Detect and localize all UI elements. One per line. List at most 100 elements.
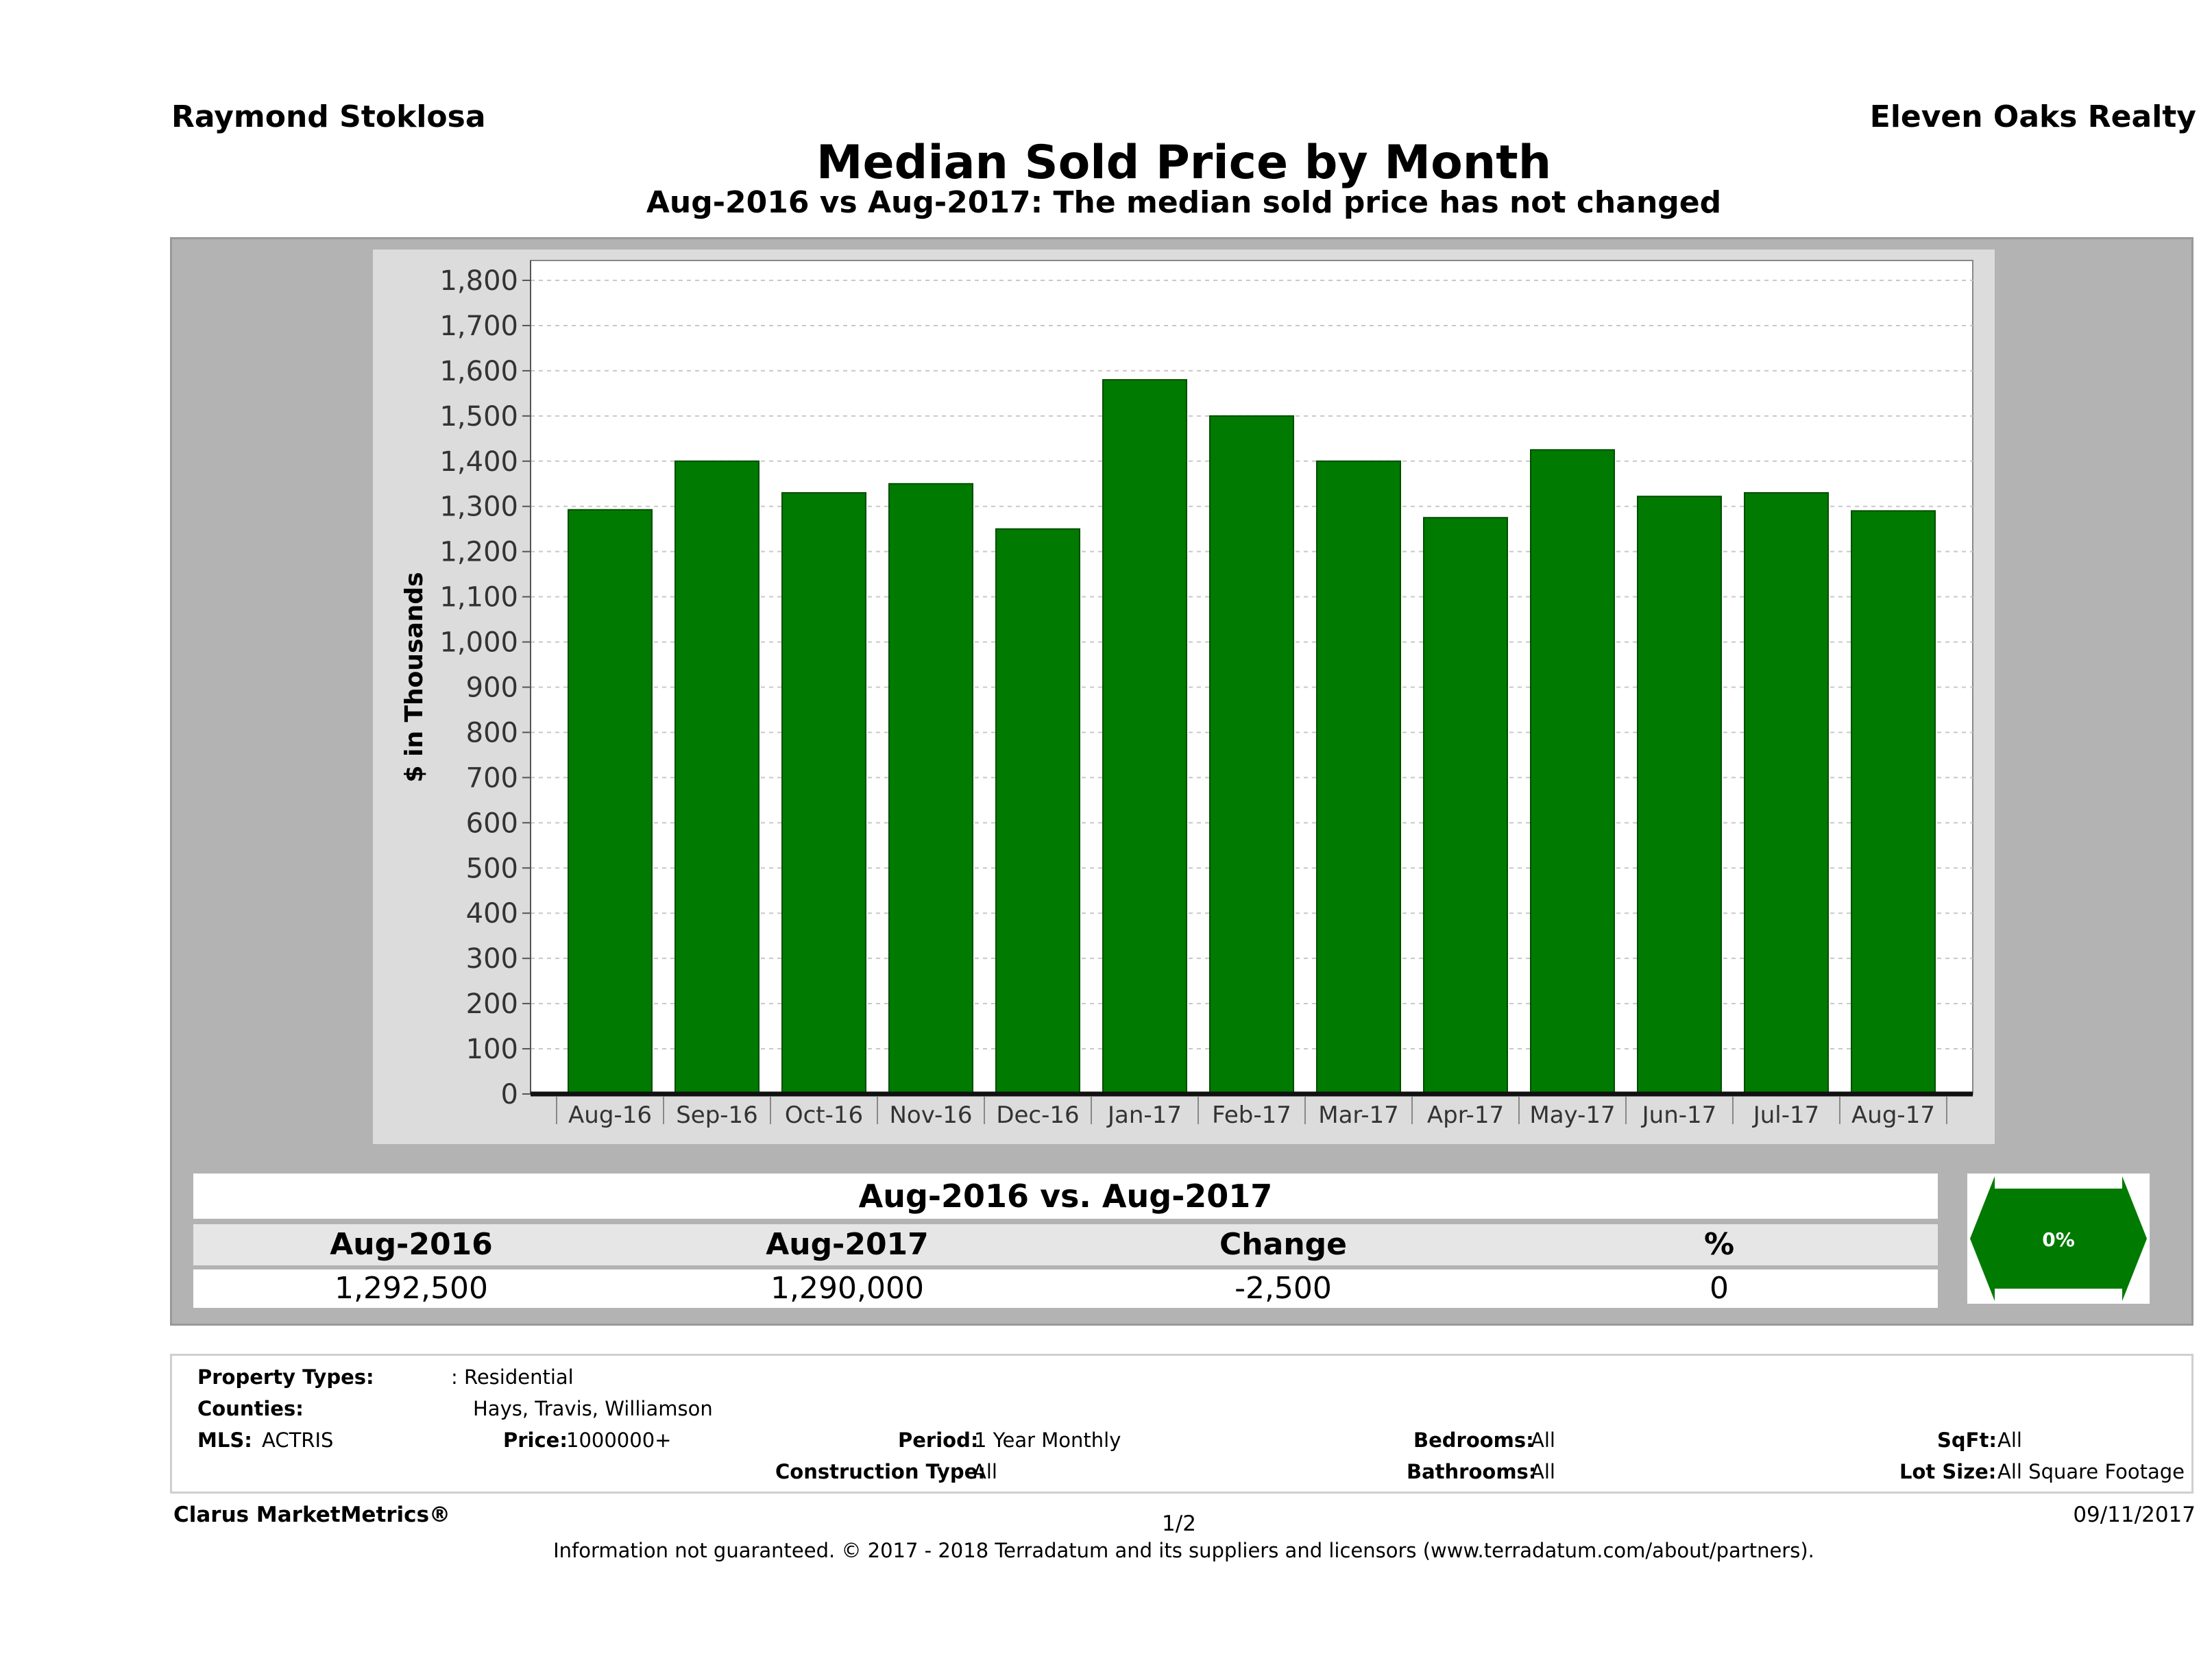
x-tick-label: Jul-17 xyxy=(1752,1102,1820,1129)
summary-title: Aug-2016 vs. Aug-2017 xyxy=(858,1178,1273,1215)
y-tick-label: 900 xyxy=(466,672,518,704)
x-tick-label: Sep-16 xyxy=(676,1102,758,1129)
counties-label: Counties: xyxy=(197,1397,304,1420)
y-tick-label: 200 xyxy=(466,988,518,1020)
y-tick-label: 600 xyxy=(466,807,518,839)
construction-row: Construction Type: xyxy=(775,1460,986,1483)
y-tick-label: 1,800 xyxy=(439,265,518,297)
bar-chart: 0 100 200 300 400 500 600 700 800 900 1,000 1,100 1,… xyxy=(400,260,1973,1129)
x-tick-label: Oct-16 xyxy=(785,1102,863,1129)
y-tick-label: 1,600 xyxy=(439,356,518,387)
bar-Dec-16 xyxy=(995,528,1080,1095)
lotsize-row: Lot Size: xyxy=(1899,1460,1996,1483)
summary-header-start: Aug-2016 xyxy=(330,1227,493,1262)
summary-header-change: Change xyxy=(1219,1227,1347,1262)
y-tick-label: 0 xyxy=(501,1079,518,1110)
price-value: 1000000+ xyxy=(566,1428,672,1452)
x-tick-label: Jun-17 xyxy=(1641,1102,1717,1129)
period-value: 1 Year Monthly xyxy=(974,1428,1121,1452)
page-number: 1/2 xyxy=(1162,1511,1196,1536)
chart-subtitle: Aug-2016 vs Aug-2017: The median sold pr… xyxy=(646,185,1722,220)
counties-value: Hays, Travis, Williamson xyxy=(473,1397,713,1420)
criteria-box xyxy=(170,1354,2193,1494)
sqft-value: All xyxy=(1997,1428,2022,1452)
bedrooms-value: All xyxy=(1531,1428,1555,1452)
y-tick-label: 1,500 xyxy=(439,401,518,433)
bar-Nov-16 xyxy=(888,483,973,1095)
y-tick-label: 1,400 xyxy=(439,446,518,478)
x-tick-label: Dec-16 xyxy=(996,1102,1079,1129)
summary-title-row xyxy=(193,1174,1938,1219)
x-tick-label: Jan-17 xyxy=(1106,1102,1182,1129)
lotsize-value: All Square Footage xyxy=(1997,1460,2185,1483)
brand-label: Clarus MarketMetrics® xyxy=(173,1503,451,1527)
double-arrow-icon: 0% xyxy=(1970,1176,2147,1301)
summary-value-row xyxy=(193,1269,1938,1308)
mls-row: MLS: xyxy=(197,1428,252,1452)
period-label: Period: xyxy=(898,1428,979,1452)
report-date: 09/11/2017 xyxy=(2073,1503,2196,1527)
y-tick-label: 1,000 xyxy=(439,627,518,659)
y-tick-label: 300 xyxy=(466,943,518,975)
y-tick-label: 1,700 xyxy=(439,311,518,342)
summary-value-end: 1,290,000 xyxy=(770,1271,924,1306)
construction-label: Construction Type: xyxy=(775,1460,986,1483)
y-axis-title: $ in Thousands xyxy=(400,572,428,782)
x-tick-label: Feb-17 xyxy=(1212,1102,1291,1129)
sqft-row: SqFt: xyxy=(1937,1428,1997,1452)
bathrooms-label: Bathrooms: xyxy=(1407,1460,1537,1483)
y-tick-label: 1,200 xyxy=(439,537,518,568)
construction-value: All xyxy=(973,1460,997,1483)
bar-Jun-17 xyxy=(1637,496,1722,1095)
x-tick-label: Nov-16 xyxy=(890,1102,973,1129)
y-tick-label: 700 xyxy=(466,762,518,794)
x-tick-label: Aug-16 xyxy=(568,1102,652,1129)
summary-header-end: Aug-2017 xyxy=(766,1227,929,1262)
summary-header-row xyxy=(193,1224,1938,1265)
bar-May-17 xyxy=(1530,449,1615,1095)
mls-value: ACTRIS xyxy=(262,1428,334,1452)
y-tick-label: 800 xyxy=(466,717,518,749)
period-row: Period: xyxy=(898,1428,978,1452)
y-tick-label: 1,300 xyxy=(439,491,518,523)
y-tick-label: 500 xyxy=(466,853,518,884)
summary-header-percent: % xyxy=(1703,1227,1735,1262)
x-tick-label: Aug-17 xyxy=(1851,1102,1935,1129)
price-row: Price: xyxy=(503,1428,568,1452)
property-types-label: Property Types: xyxy=(197,1365,374,1389)
bar-Jan-17 xyxy=(1102,379,1187,1095)
y-tick-label: 100 xyxy=(466,1034,518,1065)
lotsize-label: Lot Size: xyxy=(1899,1460,1997,1483)
bar-Mar-17 xyxy=(1316,460,1401,1095)
bar-Jul-17 xyxy=(1744,491,1829,1095)
bar-Feb-17 xyxy=(1209,415,1294,1095)
summary-value-percent: 0 xyxy=(1710,1271,1729,1306)
property-types-row: Property Types: xyxy=(197,1365,374,1389)
bar-Apr-17 xyxy=(1423,517,1508,1095)
disclaimer: Information not guaranteed. © 2017 - 201… xyxy=(553,1539,1814,1562)
bar-Oct-16 xyxy=(781,491,866,1095)
agent-name: Raymond Stoklosa xyxy=(171,99,486,134)
bar-Aug-17 xyxy=(1851,510,1936,1095)
summary-value-start: 1,292,500 xyxy=(335,1271,488,1306)
y-tick-label: 1,100 xyxy=(439,582,518,613)
change-badge-label: 0% xyxy=(2042,1228,2075,1251)
y-tick-label: 400 xyxy=(466,898,518,929)
bedrooms-label: Bedrooms: xyxy=(1413,1428,1534,1452)
x-tick-label: May-17 xyxy=(1529,1102,1615,1129)
x-tick-label: Apr-17 xyxy=(1427,1102,1504,1129)
bathrooms-value: All xyxy=(1531,1460,1555,1483)
price-label: Price: xyxy=(503,1428,568,1452)
sqft-label: SqFt: xyxy=(1937,1428,1997,1452)
bedrooms-row: Bedrooms: xyxy=(1413,1428,1534,1452)
bar-Aug-16 xyxy=(568,509,653,1095)
bathrooms-row: Bathrooms: xyxy=(1407,1460,1536,1483)
summary-value-change: -2,500 xyxy=(1235,1271,1332,1306)
x-tick-label: Mar-17 xyxy=(1318,1102,1399,1129)
brokerage-name: Eleven Oaks Realty xyxy=(1869,99,2196,134)
counties-row: Counties: xyxy=(197,1397,304,1420)
bar-Sep-16 xyxy=(674,460,759,1095)
chart-title: Median Sold Price by Month xyxy=(816,136,1552,190)
mls-label: MLS: xyxy=(197,1428,252,1452)
property-types-value: : Residential xyxy=(451,1365,574,1389)
